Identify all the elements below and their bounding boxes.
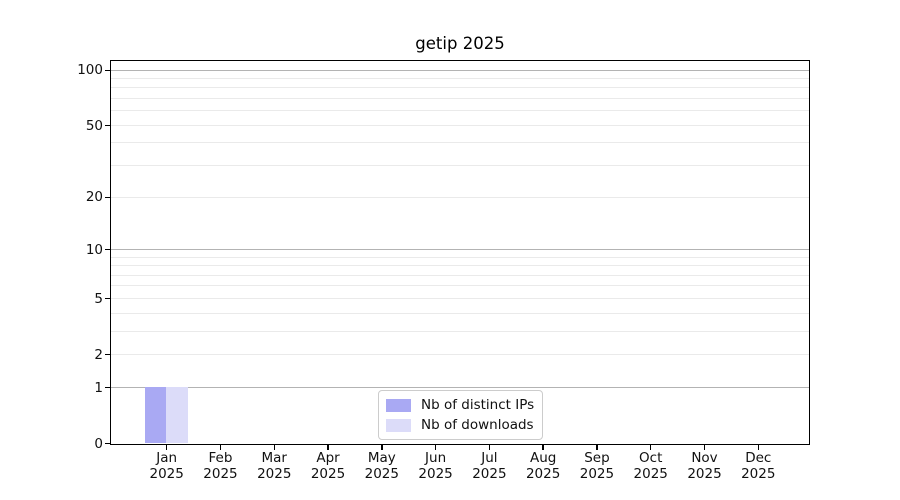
x-tick-mark bbox=[434, 445, 437, 450]
minor-gridline bbox=[111, 110, 809, 112]
minor-gridline bbox=[111, 312, 809, 314]
x-tick-mark bbox=[166, 445, 168, 450]
x-tick-label: Oct 2025 bbox=[633, 450, 668, 482]
minor-gridline bbox=[111, 142, 809, 144]
y-tick-mark bbox=[105, 69, 110, 72]
minor-gridline bbox=[111, 165, 809, 166]
major-gridline bbox=[111, 69, 809, 71]
x-tick-mark bbox=[327, 445, 329, 450]
x-tick-label: Aug 2025 bbox=[525, 450, 561, 482]
minor-gridline bbox=[111, 274, 809, 276]
x-tick-label: Apr 2025 bbox=[310, 450, 346, 482]
x-tick-label: Nov 2025 bbox=[687, 450, 722, 482]
y-tick-mark bbox=[105, 386, 110, 389]
minor-gridline bbox=[111, 77, 809, 79]
x-tick-mark bbox=[596, 445, 598, 450]
bar-distinct-ips bbox=[144, 387, 167, 444]
y-tick-label: 100 bbox=[77, 62, 103, 79]
x-tick-mark bbox=[488, 445, 491, 450]
minor-gridline bbox=[111, 97, 809, 99]
legend-swatch-downloads bbox=[386, 418, 411, 432]
x-tick-mark bbox=[219, 445, 222, 450]
x-tick-mark bbox=[273, 445, 275, 450]
minor-gridline bbox=[111, 297, 809, 299]
y-tick-mark bbox=[105, 298, 110, 300]
x-tick-mark bbox=[381, 445, 383, 450]
legend-item-distinct-ips: Nb of distinct IPs bbox=[386, 397, 534, 413]
minor-gridline bbox=[111, 285, 809, 287]
y-tick-label: 1 bbox=[94, 379, 103, 396]
y-tick-label: 10 bbox=[85, 241, 103, 258]
legend: Nb of distinct IPs Nb of downloads bbox=[378, 390, 543, 440]
y-tick-label: 50 bbox=[85, 117, 103, 134]
legend-swatch-distinct-ips bbox=[386, 398, 411, 412]
x-tick-label: Feb 2025 bbox=[203, 450, 238, 482]
y-tick-mark bbox=[105, 248, 110, 251]
y-tick-label: 0 bbox=[94, 435, 103, 452]
minor-gridline bbox=[111, 87, 809, 89]
y-tick-mark bbox=[105, 354, 110, 356]
major-gridline bbox=[111, 386, 809, 388]
chart-title: getip 2025 bbox=[415, 34, 505, 53]
x-tick-label: Jul 2025 bbox=[472, 450, 507, 482]
y-tick-mark bbox=[105, 442, 110, 445]
y-tick-label: 5 bbox=[94, 290, 103, 307]
x-tick-label: Jun 2025 bbox=[418, 450, 453, 482]
minor-gridline bbox=[111, 124, 809, 126]
bar-downloads bbox=[166, 387, 188, 444]
minor-gridline bbox=[111, 265, 809, 267]
x-tick-mark bbox=[542, 445, 544, 450]
x-tick-label: Mar 2025 bbox=[257, 450, 292, 482]
x-tick-label: Jan 2025 bbox=[149, 450, 184, 482]
plot-area: Nb of distinct IPs Nb of downloads bbox=[110, 60, 810, 445]
minor-gridline bbox=[111, 196, 809, 198]
minor-gridline bbox=[111, 330, 809, 332]
y-tick-mark bbox=[105, 124, 110, 127]
y-tick-mark bbox=[105, 196, 110, 199]
x-tick-mark bbox=[650, 445, 652, 450]
major-gridline bbox=[111, 248, 809, 250]
minor-gridline bbox=[111, 353, 809, 355]
y-tick-label: 20 bbox=[85, 189, 103, 206]
x-tick-label: May 2025 bbox=[364, 450, 399, 482]
x-tick-mark bbox=[757, 445, 759, 450]
legend-label-downloads: Nb of downloads bbox=[421, 417, 534, 433]
y-tick-label: 2 bbox=[94, 346, 103, 363]
x-tick-mark bbox=[703, 445, 706, 450]
x-tick-label: Dec 2025 bbox=[741, 450, 776, 482]
legend-label-distinct-ips: Nb of distinct IPs bbox=[421, 397, 535, 413]
minor-gridline bbox=[111, 256, 809, 258]
legend-item-downloads: Nb of downloads bbox=[386, 417, 534, 433]
x-tick-label: Sep 2025 bbox=[579, 450, 615, 482]
